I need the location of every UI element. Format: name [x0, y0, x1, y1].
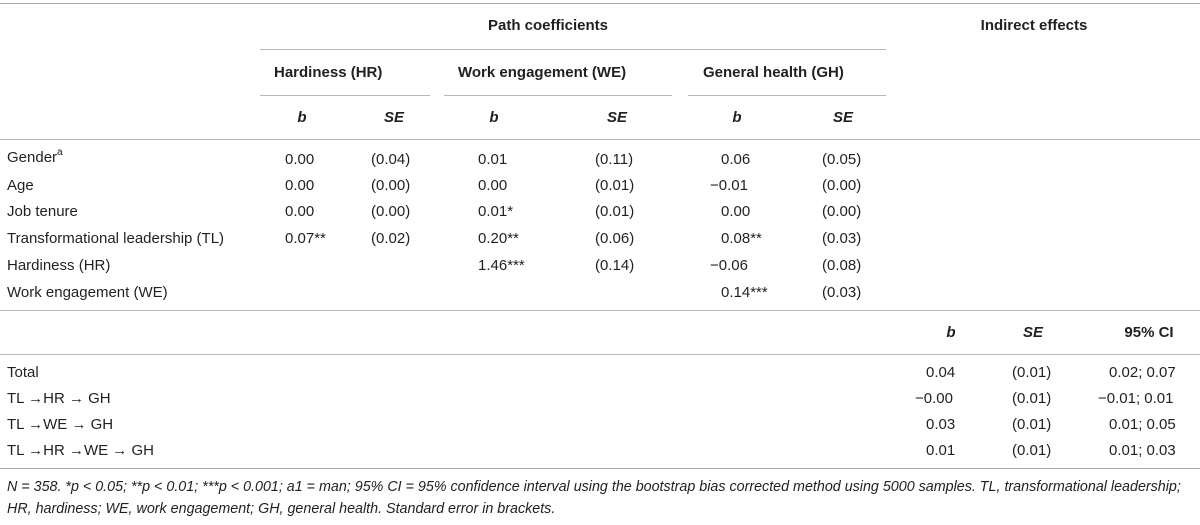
row-label: TL →WE → GH [7, 416, 114, 433]
col-header-we-se: SE [606, 109, 628, 126]
cell-gh-se: (0.08) [822, 257, 862, 274]
cell-gh-b: −0.01 [710, 177, 748, 194]
cell-hr-b: 0.07** [285, 230, 326, 247]
row-label: Hardiness (HR) [7, 257, 111, 274]
cell-we-b: 0.01 [478, 151, 508, 168]
table-footnote: N = 358. *p < 0.05; **p < 0.01; ***p < 0… [7, 479, 1181, 517]
cell-hr-se: (0.02) [371, 230, 411, 247]
column-header-rule [0, 139, 1200, 140]
cell-gh-se: (0.05) [822, 151, 862, 168]
cell-hr-b: 0.00 [285, 203, 315, 220]
row-label: Age [7, 177, 34, 194]
cell-we-b: 0.00 [478, 177, 508, 194]
cell-ci: 0.01; 0.05 [1109, 416, 1176, 433]
path-coefficients-rule [260, 49, 886, 50]
row-label: Gendera [7, 147, 63, 167]
cell-b: 0.01 [926, 442, 956, 459]
cell-gh-se: (0.03) [822, 230, 862, 247]
cell-b: −0.00 [915, 390, 953, 407]
row-label: Work engagement (WE) [7, 284, 168, 301]
row-label: Job tenure [7, 203, 78, 220]
cell-gh-se: (0.00) [822, 203, 862, 220]
col-header-hr-b: b [297, 109, 307, 126]
indirect-effects-heading: Indirect effects [980, 17, 1088, 34]
cell-we-b: 0.01* [478, 203, 514, 220]
cell-ci: −0.01; 0.01 [1098, 390, 1174, 407]
cell-we-se: (0.01) [595, 177, 635, 194]
group-heading-hardiness: Hardiness (HR) [274, 64, 383, 81]
cell-gh-b: 0.06 [721, 151, 751, 168]
work-engagement-group-rule [444, 95, 672, 96]
indirect-header-rule [0, 354, 1200, 355]
general-health-group-rule [688, 95, 886, 96]
col-header-indirect-b: b [946, 324, 956, 341]
cell-we-se: (0.01) [595, 203, 635, 220]
row-label: Transformational leadership (TL) [7, 230, 225, 247]
table-bottom-rule [0, 468, 1200, 469]
cell-hr-b: 0.00 [285, 177, 315, 194]
cell-gh-b: 0.08** [721, 230, 762, 247]
cell-se: (0.01) [1012, 390, 1052, 407]
cell-gh-b: 0.14*** [721, 284, 768, 301]
group-heading-general-health: General health (GH) [703, 64, 844, 81]
cell-gh-se: (0.03) [822, 284, 862, 301]
cell-se: (0.01) [1012, 364, 1052, 381]
row-label: TL →HR →WE → GH [7, 442, 154, 459]
cell-we-se: (0.14) [595, 257, 635, 274]
superscript-marker: a [57, 147, 63, 158]
cell-we-b: 0.20** [478, 230, 519, 247]
col-header-gh-se: SE [832, 109, 854, 126]
cell-ci: 0.02; 0.07 [1109, 364, 1176, 381]
cell-hr-se: (0.04) [371, 151, 411, 168]
cell-we-se: (0.06) [595, 230, 635, 247]
path-coefficients-heading: Path coefficients [487, 17, 609, 34]
cell-we-se: (0.11) [595, 151, 634, 168]
cell-we-b: 1.46*** [478, 257, 525, 274]
cell-gh-b: 0.00 [721, 203, 751, 220]
group-heading-work-engagement: Work engagement (WE) [458, 64, 627, 81]
cell-hr-b: 0.00 [285, 151, 315, 168]
cell-se: (0.01) [1012, 416, 1052, 433]
col-header-hr-se: SE [383, 109, 405, 126]
col-header-indirect-se: SE [1022, 324, 1044, 341]
cell-b: 0.03 [926, 416, 956, 433]
cell-se: (0.01) [1012, 442, 1052, 459]
cell-b: 0.04 [926, 364, 956, 381]
cell-ci: 0.01; 0.03 [1109, 442, 1176, 459]
cell-hr-se: (0.00) [371, 177, 411, 194]
table-top-rule [0, 3, 1200, 4]
cell-gh-b: −0.06 [710, 257, 748, 274]
row-label: Total [7, 364, 39, 381]
cell-gh-se: (0.00) [822, 177, 862, 194]
cell-hr-se: (0.00) [371, 203, 411, 220]
col-header-indirect-ci: 95% CI [1124, 324, 1174, 341]
col-header-gh-b: b [732, 109, 742, 126]
section-divider-rule [0, 310, 1200, 311]
row-label: TL →HR → GH [7, 390, 111, 407]
col-header-we-b: b [489, 109, 499, 126]
hardiness-group-rule [260, 95, 430, 96]
